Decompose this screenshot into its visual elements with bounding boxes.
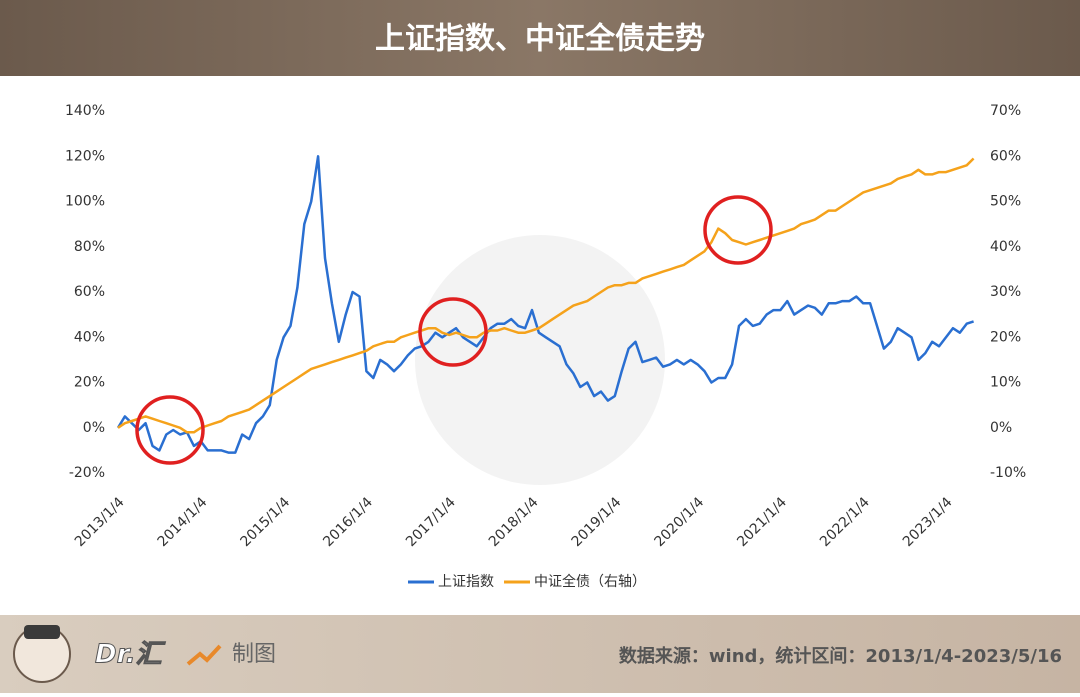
y-tick-label: 0% — [83, 420, 105, 436]
y-tick-label: 120% — [65, 148, 105, 164]
x-tick-label: 2023/1/4 — [900, 494, 956, 550]
y-tick-label: 60% — [74, 284, 105, 300]
x-tick-label: 2014/1/4 — [155, 494, 211, 550]
x-tick-label: 2013/1/4 — [72, 494, 128, 550]
y-tick-label: -20% — [69, 465, 105, 481]
y2-tick-label: -10% — [990, 465, 1026, 481]
y-tick-label: 20% — [74, 375, 105, 391]
title: 上证指数、中证全债走势 — [375, 22, 705, 57]
y2-tick-label: 70% — [990, 103, 1021, 119]
x-tick-label: 2015/1/4 — [237, 494, 293, 550]
y-tick-label: 40% — [74, 329, 105, 345]
avatar-hat — [24, 625, 60, 639]
series-line — [117, 157, 975, 434]
y-tick-label: 100% — [65, 194, 105, 210]
y-tick-label: 80% — [74, 239, 105, 255]
footer-band — [0, 615, 1080, 693]
y2-tick-label: 0% — [990, 420, 1012, 436]
x-tick-label: 2021/1/4 — [734, 494, 790, 550]
trend-icon — [186, 644, 222, 666]
x-tick-label: 2019/1/4 — [569, 494, 625, 550]
y-tick-label: 140% — [65, 103, 105, 119]
brand: Dr.汇 — [95, 640, 166, 670]
y2-tick-label: 60% — [990, 148, 1021, 164]
header-band — [0, 0, 1080, 76]
x-tick-label: 2022/1/4 — [817, 494, 873, 550]
legend-label: 中证全债（右轴） — [534, 573, 646, 590]
y2-tick-label: 10% — [990, 375, 1021, 391]
legend-label: 上证指数 — [438, 574, 494, 590]
x-tick-label: 2017/1/4 — [403, 494, 459, 550]
x-tick-label: 2020/1/4 — [651, 494, 707, 550]
y2-tick-label: 40% — [990, 239, 1021, 255]
highlight-circle — [703, 195, 773, 265]
x-tick-label: 2016/1/4 — [320, 494, 376, 550]
y2-tick-label: 30% — [990, 284, 1021, 300]
source: 数据来源：wind，统计区间：2013/1/4-2023/5/16 — [619, 645, 1062, 667]
series-line — [116, 155, 974, 454]
watermark — [415, 235, 665, 485]
made-by: 制图 — [232, 642, 276, 667]
highlight-circle — [418, 297, 488, 367]
highlight-circle — [135, 395, 205, 465]
y2-tick-label: 50% — [990, 194, 1021, 210]
x-tick-label: 2018/1/4 — [486, 494, 542, 550]
y2-tick-label: 20% — [990, 329, 1021, 345]
